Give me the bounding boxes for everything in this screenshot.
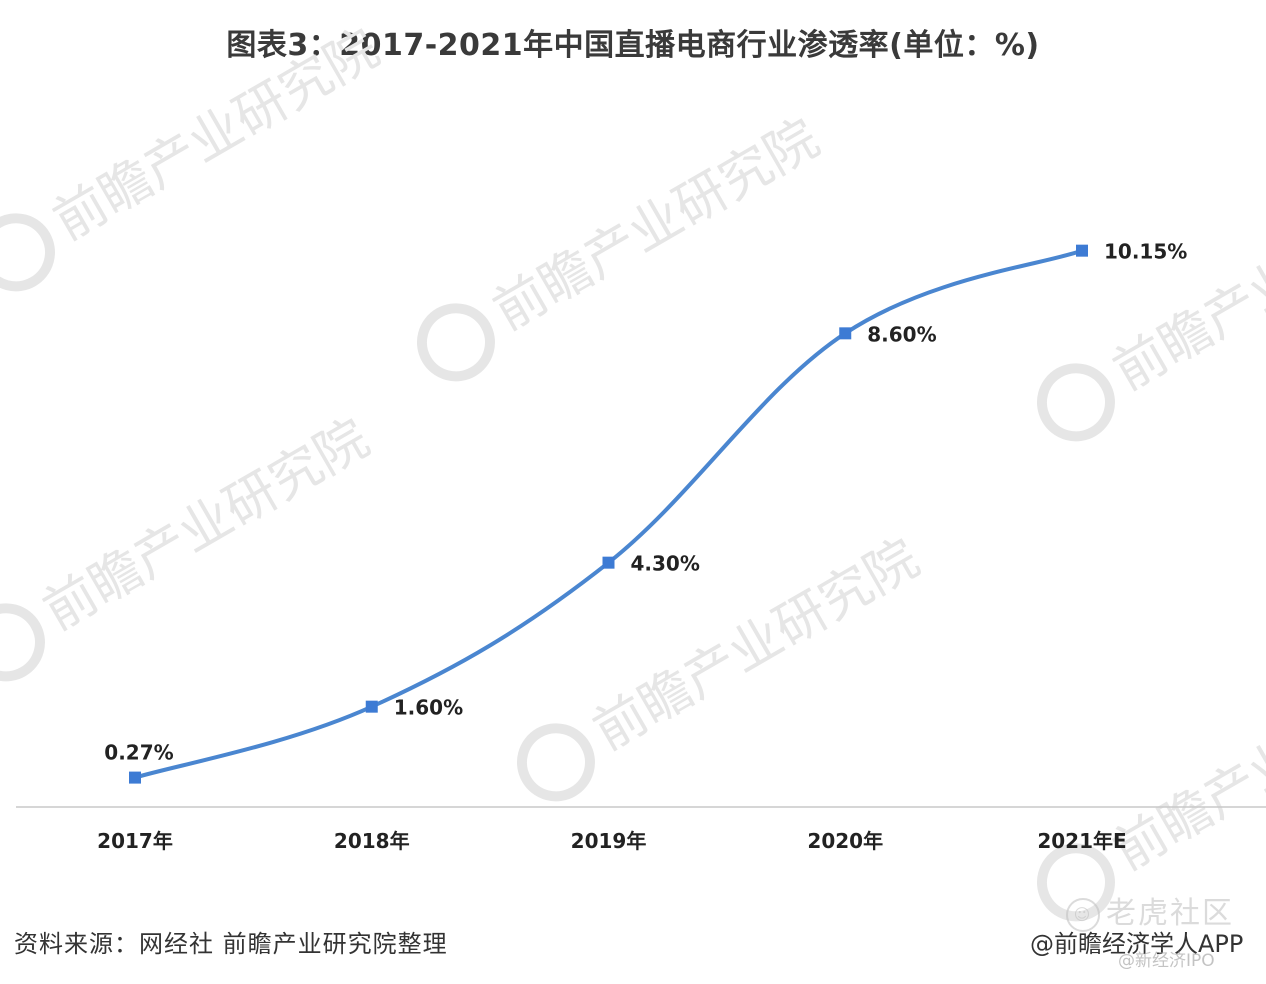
community-watermark: ☺ 老虎社区 [1066,888,1234,932]
brand-logo-icon [1036,363,1115,442]
data-point-marker [365,700,378,713]
brand-watermark: 前瞻产业研究院 [0,18,389,292]
x-tick-label: 2018年 [334,829,410,853]
data-point-marker [129,771,141,784]
data-label: 8.60% [867,322,936,346]
brand-watermark-text: 前瞻产业研究院 [484,108,829,342]
brand-watermark-text: 前瞻产业研究院 [34,408,379,642]
brand-watermark: 前瞻产业研究院 [1036,648,1266,922]
brand-watermark-text: 前瞻产业研究院 [44,18,389,252]
x-tick-label: 2019年 [571,829,647,853]
brand-watermark-text: 前瞻产业研究院 [1104,168,1266,402]
brand-logo-icon [0,213,55,292]
x-tick-label: 2021年E [1037,829,1126,853]
data-label-group: 0.27% 1.60% 4.30% 8.60% 10.15% [104,240,1187,765]
watermark-layer: 前瞻产业研究院 前瞻产业研究院 前瞻产业研究院前瞻产业研究院前瞻产业研究院前瞻产业研… [0,18,1266,922]
credit-note: @前瞻经济学人APP [1030,930,1244,958]
community-watermark-text: 老虎社区 [1106,896,1234,931]
brand-watermark: 前瞻产业研究院 [516,528,929,802]
marker-group [129,244,1088,784]
brand-logo-icon [416,303,495,382]
brand-logo-icon [0,603,45,682]
data-point-marker [602,556,615,569]
brand-watermark: 前瞻产业研究院 [1036,168,1266,442]
x-tick-label: 2020年 [807,829,883,853]
data-label: 4.30% [631,552,700,576]
data-point-marker [1076,244,1088,257]
data-label: 0.27% [104,741,173,765]
data-label: 10.15% [1104,240,1187,264]
source-note: 资料来源：网经社 前瞻产业研究院整理 [14,930,448,958]
brand-logo-icon [516,723,595,802]
chart-title: 图表3：2017-2021年中国直播电商行业渗透率(单位：%) [226,28,1040,63]
x-tick-label: 2017年 [97,829,173,853]
series-line [133,248,1084,780]
data-point-marker [839,327,852,340]
brand-watermark-text: 前瞻产业研究院 [1104,648,1266,882]
x-tick-group: 2017年 2018年 2019年 2020年 2021年E [97,829,1127,853]
data-label: 1.60% [394,696,463,720]
handle-watermark: @新经济IPO [1118,951,1215,971]
tiger-paw-icon: ☺ [1066,897,1100,932]
brand-watermark: 前瞻产业研究院 [0,408,379,682]
brand-watermark: 前瞻产业研究院 [416,108,829,382]
